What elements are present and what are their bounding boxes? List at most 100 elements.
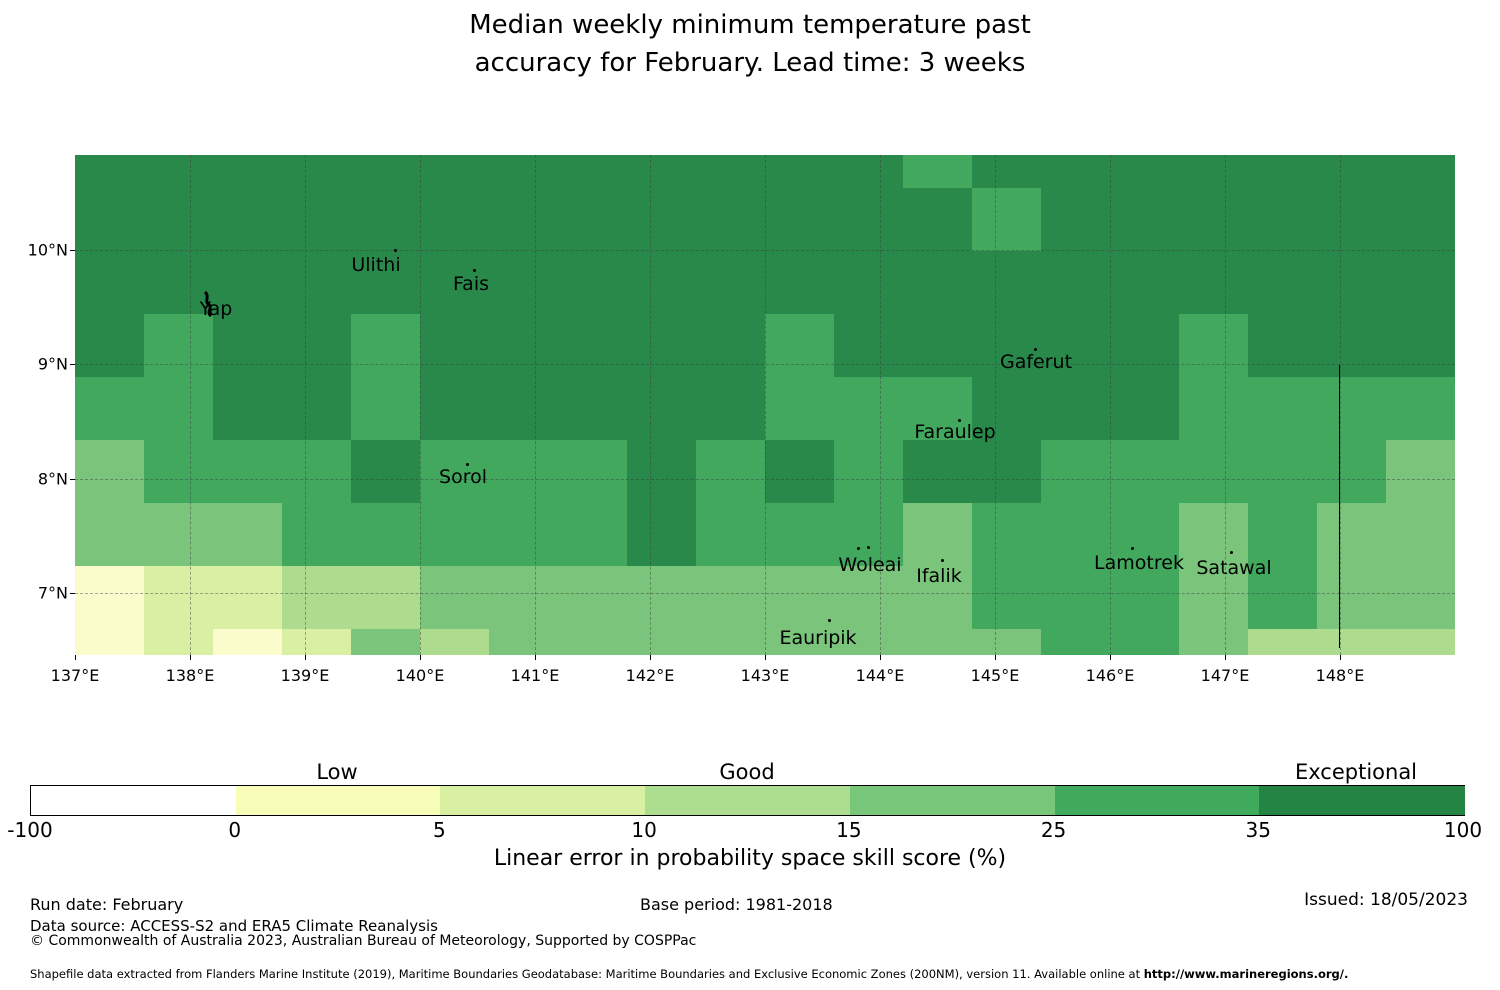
map-cell — [834, 377, 903, 440]
map-cell — [1386, 377, 1455, 440]
map-cell — [351, 629, 420, 655]
map-cell — [144, 314, 213, 377]
map-cell — [75, 188, 144, 251]
island-label-sorol: Sorol — [439, 466, 487, 488]
map-cell — [696, 503, 765, 566]
map-cell — [1110, 503, 1179, 566]
gridline-meridian — [190, 155, 191, 655]
map-cell — [489, 629, 558, 655]
colorbar-segment — [1054, 786, 1261, 815]
map-cell — [696, 155, 765, 188]
map-cell — [765, 314, 834, 377]
footer-copyright: © Commonwealth of Australia 2023, Austra… — [30, 933, 697, 949]
map-cell — [1179, 629, 1248, 655]
map-cell — [696, 566, 765, 629]
map-cell — [903, 377, 972, 440]
map-cell — [282, 188, 351, 251]
map-cell — [351, 566, 420, 629]
map-cell — [1386, 251, 1455, 314]
map-cell — [213, 155, 282, 188]
map-cell — [144, 251, 213, 314]
map-cell — [627, 155, 696, 188]
map-cell — [627, 629, 696, 655]
colorbar-segment — [849, 786, 1056, 815]
shapefile-text: Shapefile data extracted from Flanders M… — [30, 967, 1144, 981]
y-tick-mark — [70, 364, 75, 365]
map-cell — [696, 188, 765, 251]
map-cell — [75, 566, 144, 629]
map-cell — [1248, 629, 1317, 655]
x-tick-mark — [1225, 655, 1226, 660]
map-cell — [627, 314, 696, 377]
map-cell — [1179, 188, 1248, 251]
map-cell — [282, 629, 351, 655]
map-cell — [903, 155, 972, 188]
map-cell — [489, 440, 558, 503]
x-tick-label: 143°E — [740, 666, 790, 685]
island-marker-dot — [1230, 551, 1233, 554]
map-cell — [1248, 188, 1317, 251]
map-cell — [282, 566, 351, 629]
map-cell — [75, 440, 144, 503]
map-cell — [558, 188, 627, 251]
map-cell — [972, 440, 1041, 503]
map-cell — [834, 503, 903, 566]
map-cell — [972, 251, 1041, 314]
island-marker-dot — [394, 249, 397, 252]
colorbar-tick-label: 35 — [1245, 818, 1272, 842]
map-cell — [75, 155, 144, 188]
footer-base-period: Base period: 1981-2018 — [640, 895, 833, 914]
map-cell — [1248, 440, 1317, 503]
gridline-parallel — [75, 250, 1455, 251]
map-cell — [765, 629, 834, 655]
map-cell — [420, 566, 489, 629]
island-marker-dot — [473, 269, 476, 272]
colorbar-category-label: Low — [316, 760, 358, 784]
map-cell — [1110, 377, 1179, 440]
island-label-gaferut: Gaferut — [999, 351, 1073, 373]
island-label-faraulep: Faraulep — [914, 421, 996, 443]
x-tick-label: 137°E — [50, 666, 100, 685]
colorbar — [30, 785, 1465, 816]
map-cell — [834, 629, 903, 655]
island-label-eauripik: Eauripik — [779, 627, 857, 649]
map-cell — [1041, 155, 1110, 188]
gridline-meridian — [995, 155, 996, 655]
island-marker-dot — [1034, 348, 1037, 351]
colorbar-segment — [235, 786, 442, 815]
gridline-meridian — [420, 155, 421, 655]
map-cell — [420, 503, 489, 566]
map-cell — [903, 251, 972, 314]
map-cell — [765, 155, 834, 188]
map-cell — [1179, 377, 1248, 440]
map-cell — [144, 377, 213, 440]
map-cell — [558, 377, 627, 440]
map-cell — [144, 629, 213, 655]
map-cell — [489, 566, 558, 629]
map-cell — [144, 503, 213, 566]
island-marker-dot — [1131, 547, 1134, 550]
map-cell — [765, 566, 834, 629]
map-cell — [351, 503, 420, 566]
colorbar-tick-label: 100 — [1443, 818, 1483, 842]
map-cell — [696, 377, 765, 440]
map-cell — [558, 251, 627, 314]
map-cell — [765, 251, 834, 314]
map-cell — [1179, 440, 1248, 503]
map-cell — [213, 188, 282, 251]
y-tick-mark — [70, 593, 75, 594]
x-tick-mark — [420, 655, 421, 660]
map-cell — [558, 566, 627, 629]
map-cell — [213, 503, 282, 566]
island-marker-dot — [941, 559, 944, 562]
colorbar-category-label: Good — [719, 760, 775, 784]
colorbar-axis-title: Linear error in probability space skill … — [493, 846, 1007, 871]
map-cell — [834, 188, 903, 251]
map-cell — [1386, 440, 1455, 503]
map-cell — [627, 440, 696, 503]
map-cell — [1317, 503, 1386, 566]
map-cell — [1041, 566, 1110, 629]
map-cell — [558, 314, 627, 377]
map-cell — [903, 503, 972, 566]
gridline-meridian — [1225, 155, 1226, 655]
